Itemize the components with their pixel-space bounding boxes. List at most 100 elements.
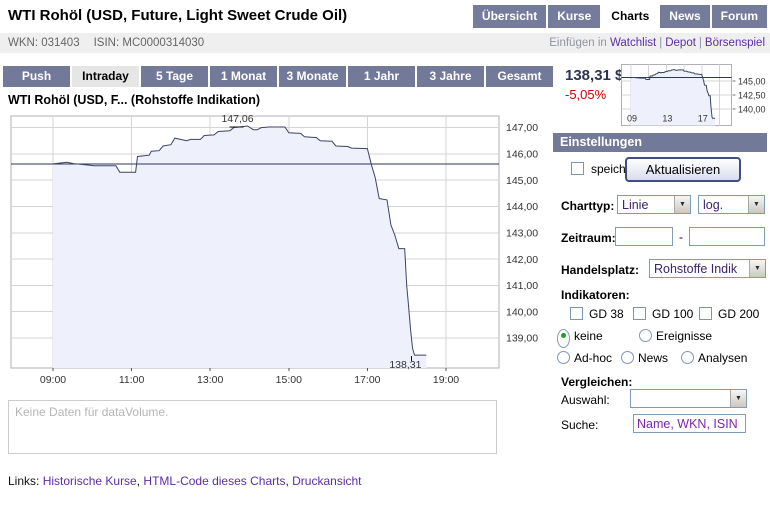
aktualisieren-button[interactable]: Aktualisieren: [625, 157, 741, 182]
period-tab-gesamt[interactable]: Gesamt: [486, 66, 553, 87]
indikatoren-label: Indikatoren:: [561, 288, 630, 302]
svg-text:17: 17: [698, 114, 708, 124]
tab-kurse[interactable]: Kurse: [548, 5, 601, 29]
adhoc-label: Ad-hoc: [574, 351, 613, 365]
zeitraum-label: Zeitraum:: [561, 231, 616, 245]
adhoc-radio[interactable]: [557, 351, 570, 364]
watchlist-prefix: Einfügen in: [549, 37, 607, 49]
handelsplatz-select[interactable]: Rohstoffe Indik ▼: [649, 259, 766, 278]
charttyp-select[interactable]: Linie ▼: [617, 195, 691, 214]
gd200-label: GD 200: [718, 307, 760, 321]
historische-kurse-link[interactable]: Historische Kurse: [42, 474, 137, 488]
html-code-link[interactable]: HTML-Code dieses Charts: [143, 474, 286, 488]
period-tab-intraday[interactable]: Intraday: [72, 66, 139, 87]
boersenspiel-link[interactable]: Börsenspiel: [704, 37, 765, 49]
isin-label: ISIN: MC0000314030: [93, 37, 205, 49]
gd200-checkbox[interactable]: [699, 307, 712, 320]
period-tab-3jahre[interactable]: 3 Jahre: [417, 66, 484, 87]
volume-note: Keine Daten für dataVolume.: [15, 405, 169, 419]
svg-text:145,00: 145,00: [738, 76, 766, 86]
chevron-down-icon[interactable]: ▼: [674, 196, 690, 213]
zeitraum-to-input[interactable]: [689, 227, 765, 246]
watchlist-actions: Einfügen in Watchlist | Depot | Börsenspiel: [549, 37, 765, 49]
svg-text:13: 13: [662, 114, 672, 124]
svg-text:142,00: 142,00: [506, 254, 538, 266]
watchlist-link[interactable]: Watchlist: [609, 37, 657, 49]
period-tab-push[interactable]: Push: [3, 66, 70, 87]
last-price: 138,31 $: [565, 67, 624, 84]
svg-text:143,00: 143,00: [506, 228, 538, 240]
separator: |: [698, 37, 702, 49]
keine-label: keine: [574, 329, 603, 343]
links-line: Links: Historische Kurse, HTML-Code dies…: [8, 474, 553, 488]
tab-news[interactable]: News: [660, 5, 710, 29]
scale-value: log.: [703, 198, 724, 212]
period-tab-5tage[interactable]: 5 Tage: [141, 66, 208, 87]
svg-text:09: 09: [627, 114, 637, 124]
main-nav: Übersicht Kurse Charts News Forum: [472, 5, 767, 29]
zeitraum-separator: -: [679, 230, 683, 244]
links-prefix: Links:: [8, 474, 40, 488]
settings-header: Einstellungen: [553, 133, 767, 152]
chart-column: Push Intraday 5 Tage 1 Monat 3 Monate 1 …: [3, 60, 553, 488]
svg-text:142,50: 142,50: [738, 90, 766, 100]
auswahl-value: [631, 390, 730, 407]
period-tab-1monat[interactable]: 1 Monat: [210, 66, 277, 87]
period-tab-3monate[interactable]: 3 Monate: [279, 66, 346, 87]
instrument-ids: WKN: 031403 ISIN: MC0000314030: [8, 37, 204, 49]
volume-panel: Keine Daten für dataVolume.: [8, 400, 497, 454]
news-label: News: [638, 351, 669, 365]
svg-text:147,00: 147,00: [506, 122, 538, 134]
svg-text:11:00: 11:00: [119, 374, 145, 386]
tab-charts[interactable]: Charts: [602, 5, 659, 29]
ereignisse-label: Ereignisse: [656, 329, 713, 343]
depot-link[interactable]: Depot: [665, 37, 696, 49]
news-radio[interactable]: [621, 351, 634, 364]
chart-title: WTI Rohöl (USD, F... (Rohstoffe Indikati…: [8, 93, 261, 107]
chevron-down-icon[interactable]: ▼: [748, 196, 764, 213]
gd100-label: GD 100: [652, 307, 694, 321]
svg-text:138,31: 138,31: [389, 359, 421, 371]
keine-radio[interactable]: [557, 329, 570, 348]
zeitraum-from-input[interactable]: [615, 227, 673, 246]
mini-intraday-chart: 145,00 142,50 140,00 09 13 17: [621, 64, 766, 126]
handelsplatz-label: Handelsplatz:: [561, 263, 640, 277]
separator: ,: [285, 474, 293, 488]
chevron-down-icon[interactable]: ▼: [749, 260, 765, 277]
auswahl-select[interactable]: ▼: [630, 389, 747, 408]
speichern-checkbox[interactable]: [571, 162, 584, 175]
tab-uebersicht[interactable]: Übersicht: [472, 5, 547, 29]
wkn-label: WKN: 031403: [8, 37, 80, 49]
gd38-checkbox[interactable]: [570, 307, 583, 320]
svg-text:17:00: 17:00: [354, 374, 380, 386]
intraday-chart: 139,00 140,00 141,00 142,00 143,00 144,00 145,…: [10, 113, 538, 386]
separator: ,: [136, 474, 144, 488]
analysen-radio[interactable]: [681, 351, 694, 364]
separator: |: [659, 37, 663, 49]
info-strip: WKN: 031403 ISIN: MC0000314030 Einfügen i…: [0, 33, 770, 53]
period-tab-1jahr[interactable]: 1 Jahr: [348, 66, 415, 87]
druckansicht-link[interactable]: Druckansicht: [292, 474, 362, 488]
charttyp-value: Linie: [622, 198, 649, 212]
settings-panel: Einstellungen speichern Aktualisieren Ch…: [553, 133, 767, 445]
chevron-down-icon[interactable]: ▼: [730, 390, 746, 407]
gd38-label: GD 38: [589, 307, 624, 321]
auswahl-label: Auswahl:: [561, 393, 610, 407]
suche-label: Suche:: [561, 418, 599, 432]
svg-text:09:00: 09:00: [40, 374, 66, 386]
analysen-label: Analysen: [698, 351, 748, 365]
svg-text:13:00: 13:00: [197, 374, 223, 386]
suche-input[interactable]: [633, 414, 746, 433]
sidebar: 138,31 $ -5,05% 145,00 142,50 140,00 09 13 17…: [553, 60, 768, 520]
svg-text:147,06: 147,06: [221, 113, 253, 125]
scale-select[interactable]: log. ▼: [698, 195, 765, 214]
svg-text:145,00: 145,00: [506, 175, 538, 187]
page-title: WTI Rohöl (USD, Future, Light Sweet Crud…: [8, 7, 348, 24]
gd100-checkbox[interactable]: [633, 307, 646, 320]
tab-forum[interactable]: Forum: [711, 5, 767, 29]
svg-text:144,00: 144,00: [506, 201, 538, 213]
ereignisse-radio[interactable]: [639, 329, 652, 342]
svg-text:141,00: 141,00: [506, 280, 538, 292]
svg-text:140,00: 140,00: [506, 306, 538, 318]
